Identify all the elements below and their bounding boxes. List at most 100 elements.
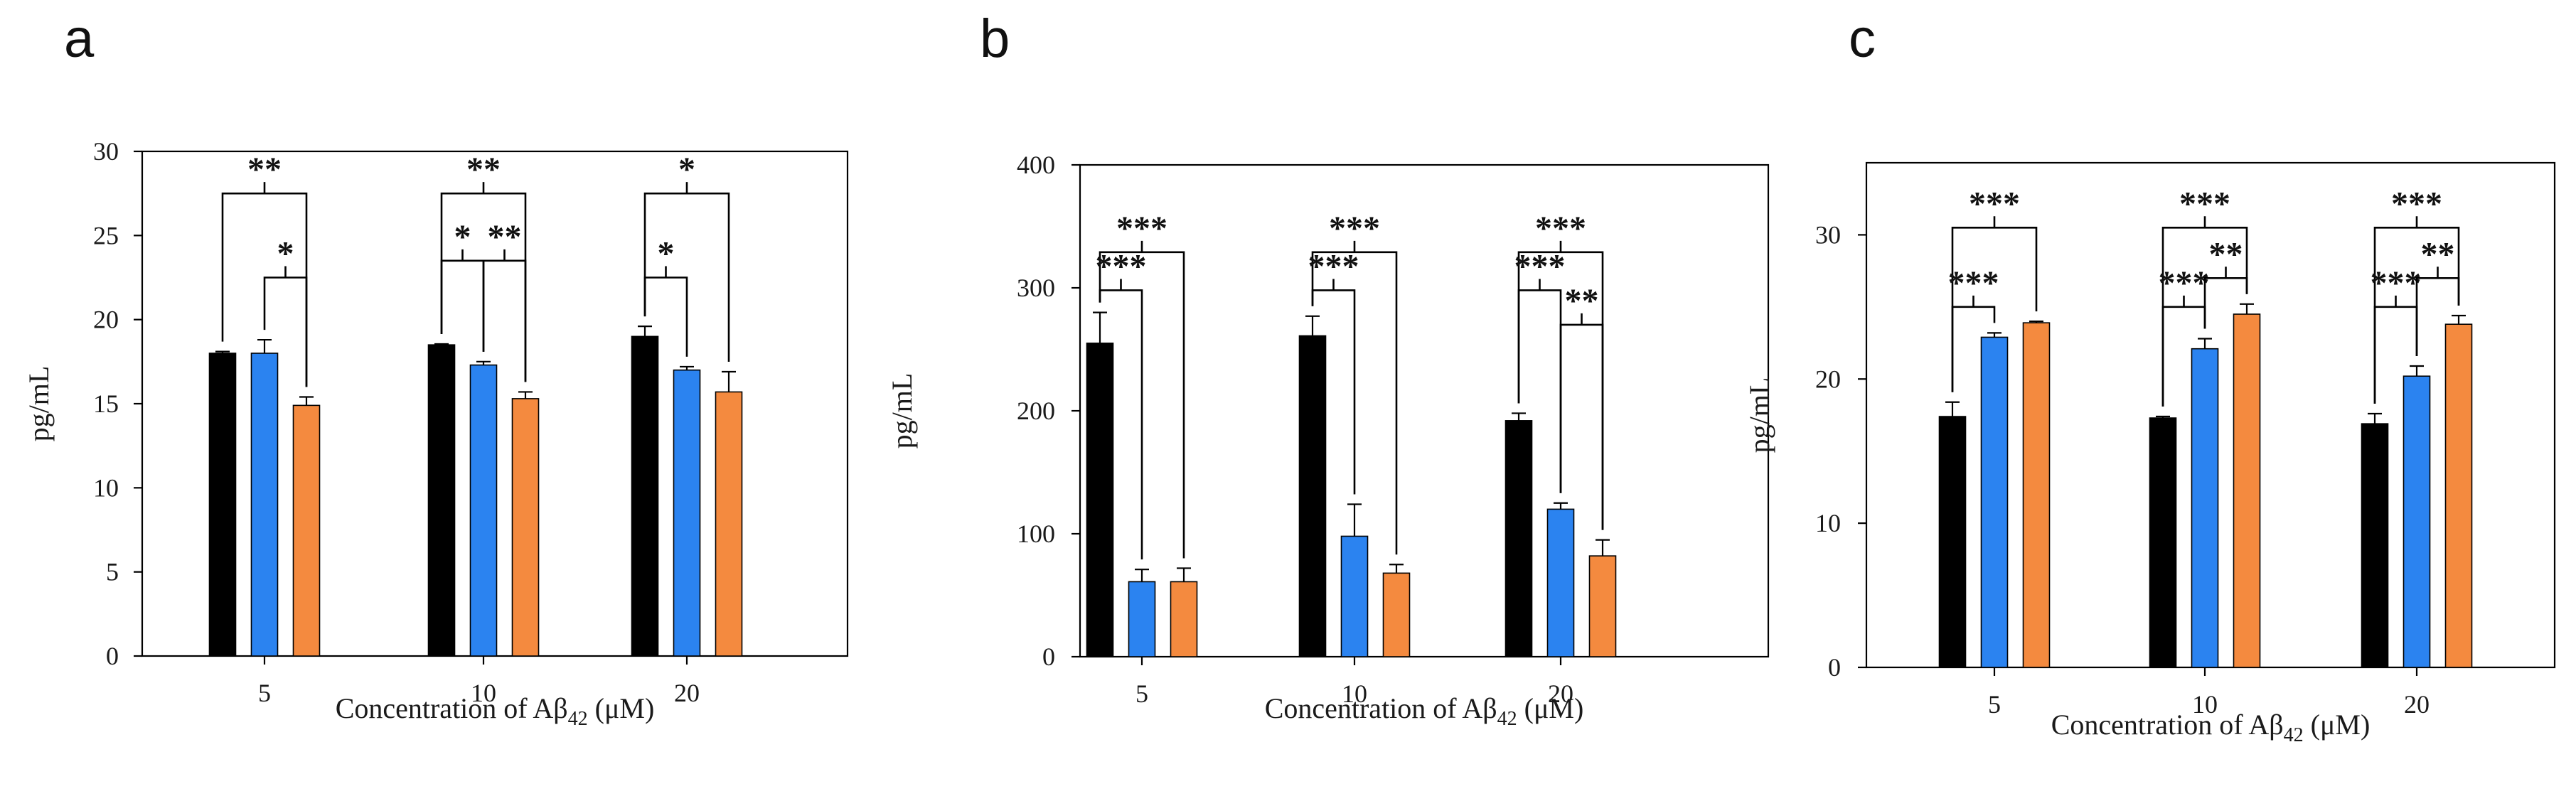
significance-label: ***	[1096, 247, 1147, 285]
x-tick-label: 10	[471, 679, 496, 707]
error-bar	[518, 391, 533, 399]
significance-label: *	[277, 235, 294, 273]
y-axis-title: pg/mL	[886, 373, 918, 449]
x-axis-title: Concentration of Aβ42 (μM)	[2051, 709, 2371, 746]
bar-black	[427, 344, 456, 657]
significance-label: ***	[2371, 264, 2422, 302]
significance-label: ***	[1514, 247, 1566, 285]
bar-blue	[1546, 508, 1575, 657]
error-bar	[215, 350, 230, 353]
error-bar	[434, 343, 449, 345]
y-tick-label: 10	[93, 473, 119, 502]
error-bar	[2156, 415, 2170, 419]
bar-black	[1938, 416, 1967, 668]
error-bar	[638, 326, 652, 337]
panel-b-letter: b	[980, 9, 1010, 69]
error-bar	[1987, 332, 2002, 338]
x-tick-label: 5	[258, 679, 271, 707]
x-tick-label: 5	[1135, 679, 1148, 708]
y-tick-label: 10	[1815, 509, 1841, 537]
error-bar	[1093, 311, 1107, 343]
bar-blue	[1340, 535, 1369, 657]
bar-black	[2361, 423, 2389, 668]
error-bar	[1945, 401, 1960, 417]
error-bar	[1512, 412, 1526, 421]
bar-blue	[469, 364, 498, 657]
significance-label: ***	[2179, 185, 2230, 222]
y-tick-label: 0	[1042, 643, 1055, 671]
significance-label: **	[2421, 235, 2455, 273]
bar-black	[1505, 420, 1533, 657]
y-tick-label: 400	[1017, 151, 1055, 179]
error-bar	[2240, 303, 2254, 314]
significance-label: *	[678, 151, 695, 188]
significance-label: **	[1565, 282, 1599, 320]
bar-orange	[1170, 581, 1198, 657]
significance-bracket	[643, 182, 730, 362]
significance-label: **	[247, 151, 282, 188]
bar-orange	[511, 398, 540, 657]
y-tick-label: 30	[1815, 220, 1841, 249]
bar-orange	[2022, 322, 2051, 668]
bar-blue	[673, 369, 701, 657]
error-bar	[2452, 314, 2466, 325]
y-tick-label: 20	[1815, 365, 1841, 393]
y-tick-label: 20	[93, 306, 119, 334]
significance-label: ***	[1969, 185, 2020, 222]
significance-bracket	[1559, 313, 1604, 530]
significance-label: ***	[1329, 210, 1380, 247]
significance-bracket	[482, 249, 527, 382]
bar-black	[2149, 417, 2177, 668]
significance-bracket	[1099, 240, 1185, 559]
significance-bracket	[643, 266, 688, 357]
significance-bracket	[1311, 240, 1398, 555]
y-axis-title: pg/mL	[1743, 377, 1775, 453]
panel-c-letter: c	[1849, 9, 1876, 69]
y-tick-label: 200	[1017, 397, 1055, 425]
error-bar	[476, 360, 491, 365]
bar-blue	[1128, 581, 1156, 657]
error-bar	[1389, 564, 1404, 574]
y-tick-label: 100	[1017, 520, 1055, 548]
significance-bracket	[440, 249, 485, 352]
significance-bracket	[1951, 295, 1996, 392]
bar-black	[631, 335, 659, 657]
error-bar	[257, 338, 272, 353]
x-axis-title: Concentration of Aβ42 (μM)	[1265, 692, 1584, 730]
error-bar	[722, 370, 736, 392]
significance-label: ***	[1948, 264, 1999, 302]
error-bar	[2410, 365, 2424, 377]
error-bar	[1305, 315, 1320, 336]
significance-label: ***	[1535, 210, 1586, 247]
significance-label: ***	[2391, 185, 2442, 222]
bar-black	[208, 353, 237, 657]
significance-label: *	[658, 235, 675, 273]
bar-blue	[2191, 348, 2219, 668]
significance-label: ***	[2159, 264, 2210, 302]
significance-label: **	[488, 218, 522, 256]
error-bar	[1347, 503, 1362, 537]
error-bar	[1596, 539, 1610, 557]
error-bar	[1554, 502, 1568, 510]
significance-label: **	[2209, 235, 2243, 273]
significance-bracket	[2203, 267, 2248, 329]
bar-orange	[1588, 555, 1617, 657]
significance-bracket	[263, 266, 308, 387]
error-bar	[2198, 338, 2212, 349]
x-tick-label: 20	[1548, 679, 1573, 708]
significance-label: *	[454, 218, 471, 256]
significance-bracket	[1311, 279, 1356, 495]
x-tick-label: 10	[1342, 679, 1367, 708]
error-bar	[1135, 569, 1149, 582]
panel-a-letter: a	[64, 9, 95, 69]
bar-blue	[250, 353, 279, 657]
significance-label: ***	[1116, 210, 1167, 247]
y-tick-label: 0	[106, 642, 119, 670]
bar-orange	[2444, 323, 2473, 668]
bar-black	[1298, 335, 1327, 657]
y-tick-label: 30	[93, 137, 119, 166]
